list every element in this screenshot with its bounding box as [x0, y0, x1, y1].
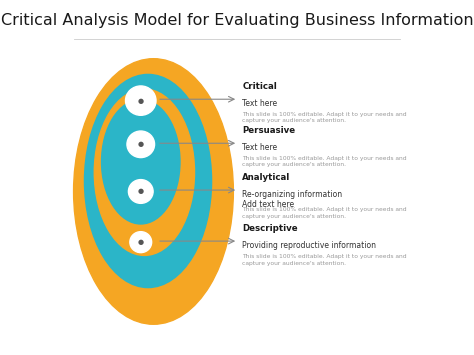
Text: Critical: Critical — [242, 82, 277, 91]
Text: Critical Analysis Model for Evaluating Business Information: Critical Analysis Model for Evaluating B… — [0, 13, 474, 28]
Ellipse shape — [84, 75, 211, 288]
Circle shape — [130, 232, 152, 253]
Text: ●: ● — [138, 189, 144, 195]
Ellipse shape — [101, 99, 180, 224]
Text: This slide is 100% editable. Adapt it to your needs and
capture your audience's : This slide is 100% editable. Adapt it to… — [242, 207, 407, 219]
Text: Analytical: Analytical — [242, 173, 291, 182]
Circle shape — [128, 180, 153, 203]
Text: ●: ● — [138, 98, 144, 104]
Circle shape — [126, 86, 156, 115]
Text: This slide is 100% editable. Adapt it to your needs and
capture your audience's : This slide is 100% editable. Adapt it to… — [242, 255, 407, 266]
Text: Providing reproductive information: Providing reproductive information — [242, 241, 376, 250]
Text: Text here: Text here — [242, 99, 278, 108]
Text: ●: ● — [138, 141, 144, 147]
Text: Text here: Text here — [242, 143, 278, 152]
Ellipse shape — [94, 89, 194, 256]
Text: This slide is 100% editable. Adapt it to your needs and
capture your audience's : This slide is 100% editable. Adapt it to… — [242, 112, 407, 124]
Text: Persuasive: Persuasive — [242, 126, 296, 135]
Circle shape — [127, 131, 155, 158]
Text: Descriptive: Descriptive — [242, 224, 298, 233]
Text: Re-organizing information
Add text here: Re-organizing information Add text here — [242, 190, 343, 209]
Text: This slide is 100% editable. Adapt it to your needs and
capture your audience's : This slide is 100% editable. Adapt it to… — [242, 156, 407, 168]
Ellipse shape — [73, 59, 233, 324]
Text: ●: ● — [138, 239, 144, 245]
